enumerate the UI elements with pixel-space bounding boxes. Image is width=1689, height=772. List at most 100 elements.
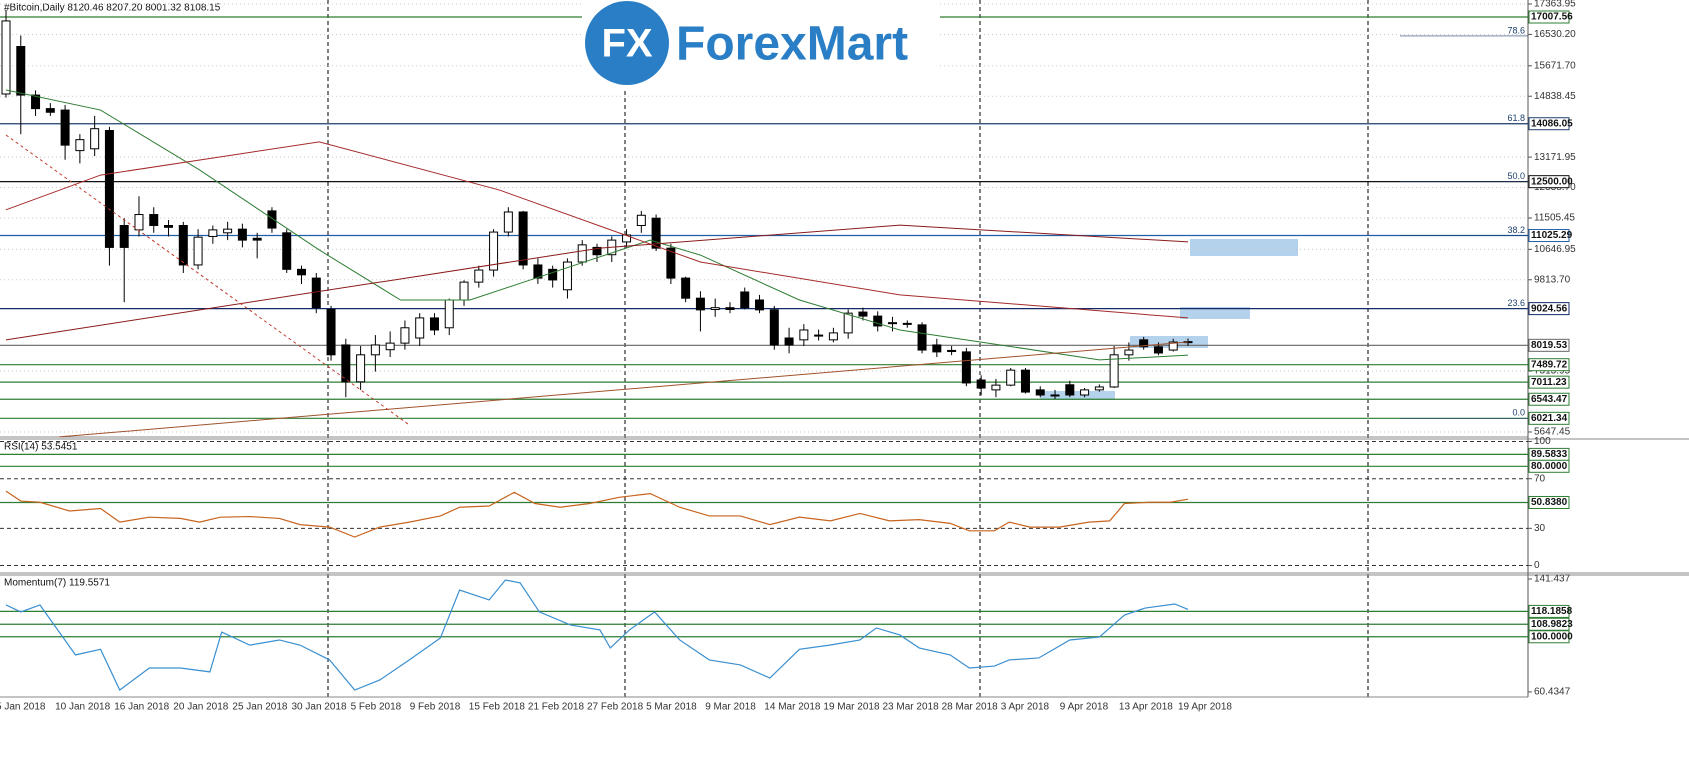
candle-body (562, 261, 572, 291)
level-label: 12500.00 (1531, 176, 1573, 187)
candle-body (60, 109, 70, 146)
candle-body (681, 277, 691, 299)
level-label-box (1528, 338, 1570, 352)
candle-body (444, 299, 454, 329)
level-label: 6021.34 (1531, 413, 1568, 424)
candle-body (282, 232, 292, 270)
candle-body (858, 311, 868, 317)
candle-body (1139, 339, 1149, 348)
level-label: 80.0000 (1531, 461, 1568, 472)
y-tick-label: 100 (1534, 436, 1551, 447)
level-label: 17007.56 (1531, 12, 1573, 23)
candle-body (474, 269, 484, 283)
y-tick-label: 11505.45 (1534, 213, 1575, 224)
candle-body (356, 354, 366, 383)
candle-body (90, 128, 100, 150)
candle-body (991, 384, 1001, 391)
candle-body (695, 297, 705, 311)
level-label: 8019.53 (1531, 340, 1568, 351)
candle-body (385, 342, 395, 351)
candle-body (267, 210, 277, 229)
candle-body (16, 46, 26, 96)
candle-body (725, 307, 735, 311)
candle-body (636, 214, 646, 226)
candle-body (814, 334, 824, 337)
candle-body (178, 224, 188, 266)
fib-label: 0.0 (1512, 408, 1525, 418)
y-tick-label: 13171.95 (1534, 152, 1576, 163)
logo: FX ForexMart (582, 0, 940, 88)
candle-body (740, 291, 750, 309)
y-tick-label: 14838.45 (1534, 91, 1576, 102)
candle-body (533, 264, 543, 279)
x-tick-label: 28 Mar 2018 (942, 702, 999, 713)
x-tick-label: 25 Jan 2018 (232, 702, 287, 713)
level-label: 108.9823 (1531, 619, 1573, 630)
zone (1180, 307, 1250, 319)
candle-body (1065, 384, 1075, 396)
candle-body (326, 309, 336, 356)
candle-body (311, 277, 321, 309)
level-label-box (1528, 617, 1570, 631)
level-label-box (1528, 375, 1570, 389)
x-tick-label: 9 Feb 2018 (410, 702, 461, 713)
x-tick-label: 30 Jan 2018 (292, 702, 347, 713)
x-tick-label: 10 Jan 2018 (55, 702, 110, 713)
indicator-line (5, 490, 1189, 538)
fib-label: 78.6 (1507, 25, 1525, 35)
overlay-line (5, 141, 1189, 319)
level-label: 7489.72 (1531, 359, 1568, 370)
candle-body (341, 344, 351, 383)
candle-body (769, 309, 779, 346)
level-label: 9024.56 (1531, 303, 1568, 314)
candle-body (252, 237, 262, 241)
candle-body (518, 211, 528, 266)
candle-body (149, 214, 159, 226)
level-label: 14086.05 (1531, 118, 1573, 129)
level-label-box (1528, 358, 1570, 372)
candle-body (119, 224, 129, 248)
candle-body (370, 344, 380, 356)
candle-body (932, 344, 942, 353)
logo-text: ForexMart (676, 18, 908, 71)
overlay-line (5, 89, 1189, 361)
x-tick-label: 19 Apr 2018 (1178, 702, 1232, 713)
candle-body (400, 327, 410, 344)
y-tick-label: 70 (1534, 473, 1546, 484)
level-label-box (1528, 10, 1570, 24)
level-label-box (1528, 175, 1570, 189)
candle-body (666, 247, 676, 279)
candle-body (104, 130, 114, 248)
candle-body (75, 139, 85, 152)
candle-body (31, 94, 41, 110)
candle-body (1006, 369, 1016, 386)
fib-label: 61.8 (1507, 113, 1525, 123)
level-label-box (1528, 411, 1570, 425)
candle-body (1109, 354, 1119, 388)
x-tick-label: 16 Jan 2018 (114, 702, 169, 713)
level-label-box (1528, 630, 1570, 644)
candle-body (592, 246, 602, 256)
level-label: 11025.29 (1531, 230, 1573, 241)
level-label: 6543.47 (1531, 394, 1568, 405)
level-label-box (1528, 117, 1570, 131)
candle-body (577, 244, 587, 263)
y-tick-label: 16530.20 (1534, 29, 1576, 40)
level-label: 7011.23 (1531, 377, 1567, 388)
overlay-line (59, 341, 1189, 438)
logo-mark: FX (601, 22, 652, 66)
panel-title: Momentum(7) 119.5571 (4, 578, 110, 589)
y-tick-label: 60.4347 (1534, 687, 1571, 698)
candle-body (208, 229, 218, 237)
candle-body (489, 231, 499, 271)
candle-body (1050, 394, 1060, 397)
level-label-box (1528, 604, 1570, 618)
x-tick-label: 21 Feb 2018 (528, 702, 585, 713)
x-tick-label: 14 Mar 2018 (764, 702, 821, 713)
candle-body (1094, 386, 1104, 391)
y-tick-label: 17363.95 (1534, 0, 1576, 10)
y-tick-label: 0 (1534, 560, 1540, 571)
level-label: 89.5833 (1531, 449, 1568, 460)
x-tick-label: 9 Apr 2018 (1060, 702, 1109, 713)
